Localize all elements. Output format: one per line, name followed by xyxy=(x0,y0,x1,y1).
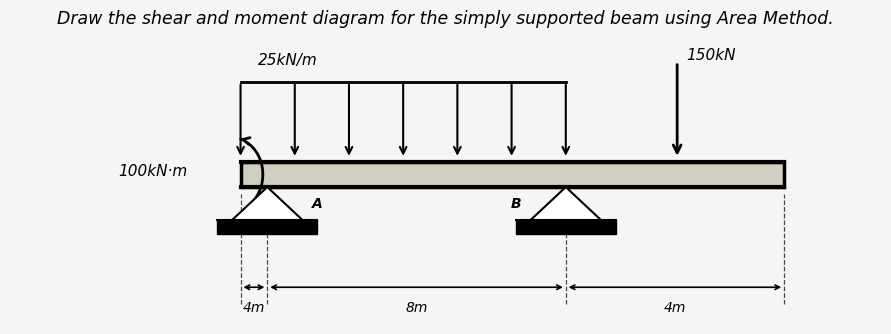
Bar xyxy=(516,220,616,234)
Bar xyxy=(241,162,784,187)
Text: 150kN: 150kN xyxy=(686,48,736,62)
Text: 25kN/m: 25kN/m xyxy=(258,53,318,68)
Text: 100kN·m: 100kN·m xyxy=(118,164,187,179)
Polygon shape xyxy=(232,187,303,220)
Text: 4m: 4m xyxy=(664,301,686,315)
Text: Draw the shear and moment diagram for the simply supported beam using Area Metho: Draw the shear and moment diagram for th… xyxy=(57,10,834,28)
Text: B: B xyxy=(511,197,521,211)
Bar xyxy=(217,220,317,234)
Polygon shape xyxy=(530,187,601,220)
Text: 4m: 4m xyxy=(242,301,266,315)
Text: 8m: 8m xyxy=(405,301,428,315)
Text: A: A xyxy=(312,197,323,211)
